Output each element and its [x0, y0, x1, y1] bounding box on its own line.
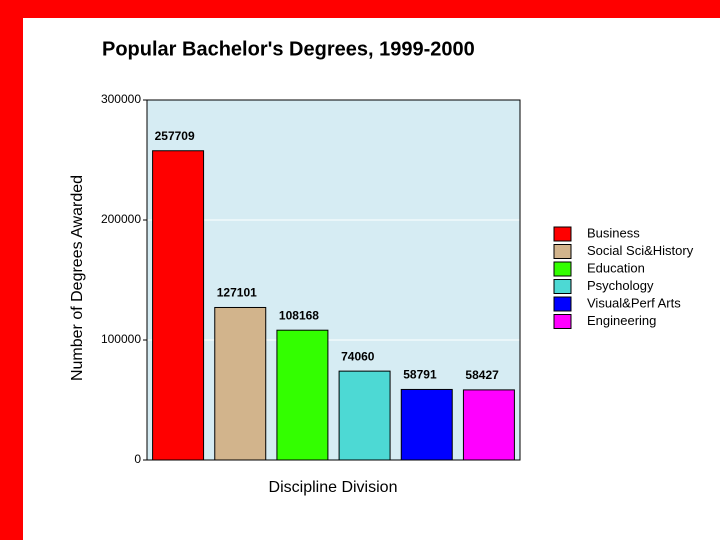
legend-label: Social Sci&History — [587, 243, 694, 258]
y-tick-label: 100000 — [101, 332, 141, 346]
legend-label: Engineering — [587, 313, 656, 328]
bar — [462, 389, 515, 461]
legend-label: Education — [587, 260, 645, 275]
x-axis-title: Discipline Division — [269, 479, 398, 496]
left-border — [0, 0, 23, 540]
legend-swatch — [553, 279, 572, 294]
bar — [276, 329, 329, 461]
plot-frame — [146, 99, 521, 461]
bar — [338, 370, 391, 461]
bar — [214, 306, 267, 461]
data-label: 127101 — [217, 286, 257, 300]
data-label: 257709 — [155, 129, 195, 143]
top-border — [0, 0, 720, 18]
data-label: 74060 — [341, 349, 375, 363]
legend-label: Psychology — [587, 278, 654, 293]
legend-label: Business — [587, 225, 640, 240]
legend-swatch — [553, 296, 572, 312]
data-label: 108168 — [279, 308, 319, 322]
bar — [400, 388, 453, 461]
y-tick-label: 0 — [134, 452, 141, 466]
data-label: 58427 — [465, 368, 499, 382]
legend-label: Visual&Perf Arts — [587, 295, 681, 310]
y-axis-title: Number of Degrees Awarded — [69, 175, 86, 381]
legend-swatch — [553, 244, 572, 259]
y-tick-label: 200000 — [101, 212, 141, 226]
data-label: 58791 — [403, 368, 437, 382]
legend-swatch — [553, 261, 572, 277]
bar — [152, 150, 205, 461]
legend-swatch — [553, 226, 572, 242]
legend-swatch — [553, 314, 572, 329]
y-tick-label: 300000 — [101, 92, 141, 106]
plot-area — [147, 100, 520, 460]
chart-title: Popular Bachelor's Degrees, 1999-2000 — [102, 38, 475, 60]
